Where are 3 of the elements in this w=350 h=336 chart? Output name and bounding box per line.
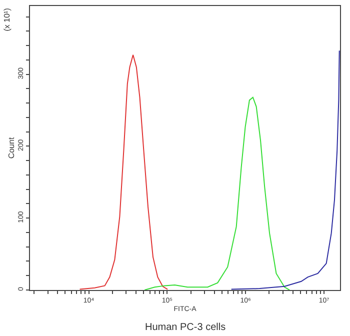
text: (x 10¹) [2, 8, 12, 32]
y-axis-title: Count [6, 136, 16, 159]
text: Human PC-3 cells [145, 322, 226, 333]
